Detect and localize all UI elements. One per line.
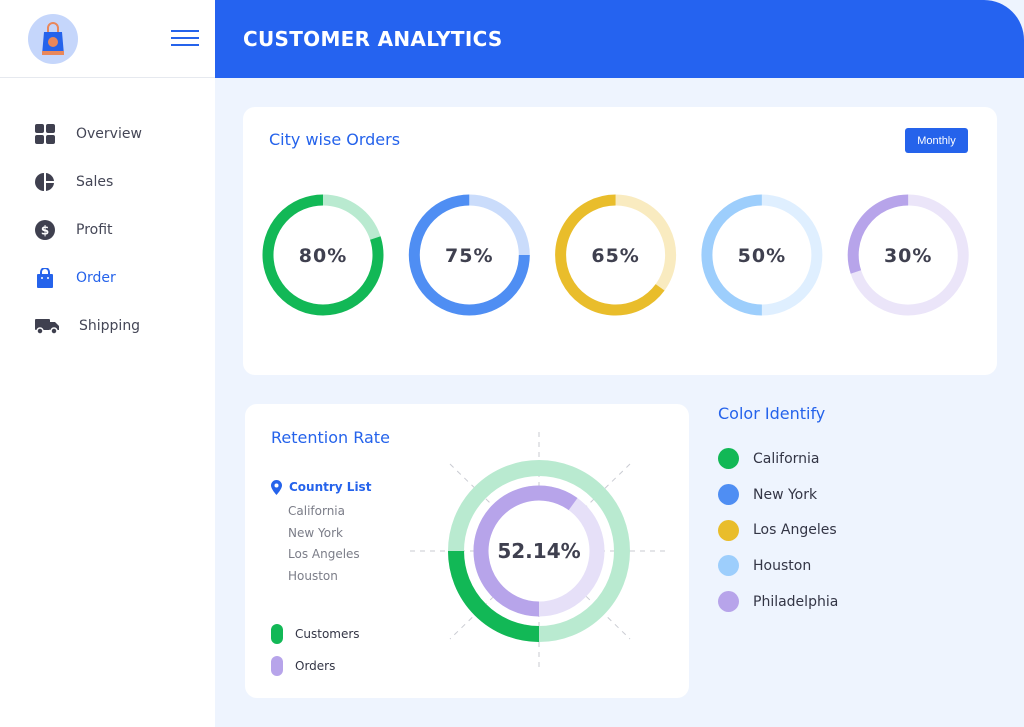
legend-label: Houston [753, 557, 812, 574]
retention-card: Retention Rate Country List California N… [245, 404, 689, 698]
city-orders-card: City wise Orders Monthly 80% 75% 65% 50% 30% [243, 107, 997, 375]
donut-new-york: 75% [408, 194, 530, 316]
truck-icon [35, 316, 59, 336]
customers-swatch [271, 624, 283, 644]
customers-arc [448, 550, 540, 642]
legend-label: New York [753, 486, 818, 503]
legend-item: Philadelphia [718, 584, 838, 620]
location-pin-icon [271, 479, 282, 495]
legend-title: Color Identify [718, 404, 826, 423]
legend-item: Los Angeles [718, 512, 838, 548]
sidebar-nav: Overview Sales $ Profit Order Shipping [0, 110, 215, 350]
color-dot [718, 591, 739, 613]
legend-item: California [718, 441, 838, 477]
donut-label: 30% [884, 245, 932, 267]
grid-icon [35, 124, 55, 144]
donut-label: 75% [445, 245, 493, 267]
donut-track [469, 194, 530, 256]
orders-swatch [271, 656, 283, 676]
donut-track [322, 194, 381, 240]
country-item: Houston [288, 569, 338, 584]
donut-label: 80% [299, 245, 347, 267]
donut-value-arc [555, 194, 665, 316]
legend-label: Customers [295, 627, 360, 641]
color-dot [718, 448, 739, 470]
color-dot [718, 484, 739, 506]
card-title: City wise Orders [269, 130, 401, 149]
legend-label: Orders [295, 659, 336, 673]
retention-center-value: 52.14% [497, 539, 580, 563]
orders-arc [473, 485, 578, 617]
shopping-bag-icon [35, 268, 55, 288]
donut-value-arc [262, 194, 384, 316]
donut-value-arc [408, 194, 530, 316]
dollar-icon: $ [35, 220, 55, 240]
header: CUSTOMER ANALYTICS [215, 0, 1024, 78]
donut-label: 50% [738, 245, 786, 267]
country-item: California [288, 504, 345, 518]
donut-los-angeles: 65% [555, 194, 677, 316]
donut-track [761, 194, 823, 316]
city-donut-charts: 80% 75% 65% 50% 30% [262, 194, 969, 316]
country-item: Los Angeles [288, 547, 360, 562]
legend-label: Los Angeles [753, 522, 837, 539]
donut-california: 80% [262, 194, 384, 316]
legend-orders: Orders [271, 656, 335, 676]
color-identify-legend: Color Identify California New York Los Ang… [718, 404, 838, 619]
brand-bar [0, 0, 215, 78]
hamburger-menu-icon[interactable] [171, 30, 199, 46]
donut-value-arc [847, 194, 909, 274]
sidebar-item-profit[interactable]: $ Profit [0, 206, 215, 254]
shopping-bag-logo-icon [28, 14, 78, 64]
page-title: CUSTOMER ANALYTICS [243, 27, 503, 51]
color-dot [718, 555, 739, 577]
monthly-button[interactable]: Monthly [905, 128, 968, 153]
legend-item: New York [718, 477, 838, 513]
legend-label: Philadelphia [753, 593, 839, 610]
donut-value-arc [701, 194, 763, 316]
donut-philadelphia: 30% [847, 194, 969, 316]
legend-customers: Customers [271, 624, 360, 644]
card-title: Retention Rate [271, 428, 390, 447]
donut-track [850, 194, 969, 316]
sidebar-item-label: Shipping [79, 318, 141, 334]
sidebar-item-label: Profit [76, 222, 113, 238]
pie-chart-icon [35, 172, 55, 192]
donut-houston: 50% [701, 194, 823, 316]
sidebar-item-label: Sales [76, 174, 114, 190]
sidebar-item-order[interactable]: Order [0, 254, 215, 302]
donut-label: 65% [591, 245, 639, 267]
country-list: Country List California New York Los Ang… [271, 473, 371, 588]
sidebar: Overview Sales $ Profit Order Shipping [0, 0, 215, 727]
sidebar-item-label: Overview [76, 126, 142, 142]
donut-track [615, 194, 677, 291]
sidebar-item-shipping[interactable]: Shipping [0, 302, 215, 350]
svg-text:$: $ [41, 224, 49, 238]
legend-label: California [753, 450, 820, 467]
country-list-label: Country List [289, 480, 372, 494]
sidebar-item-label: Order [76, 270, 116, 286]
sidebar-item-overview[interactable]: Overview [0, 110, 215, 158]
sidebar-item-sales[interactable]: Sales [0, 158, 215, 206]
retention-donut-chart: 52.14% [410, 432, 670, 672]
country-item: New York [288, 525, 343, 540]
legend-item: Houston [718, 548, 838, 584]
color-dot [718, 519, 739, 541]
